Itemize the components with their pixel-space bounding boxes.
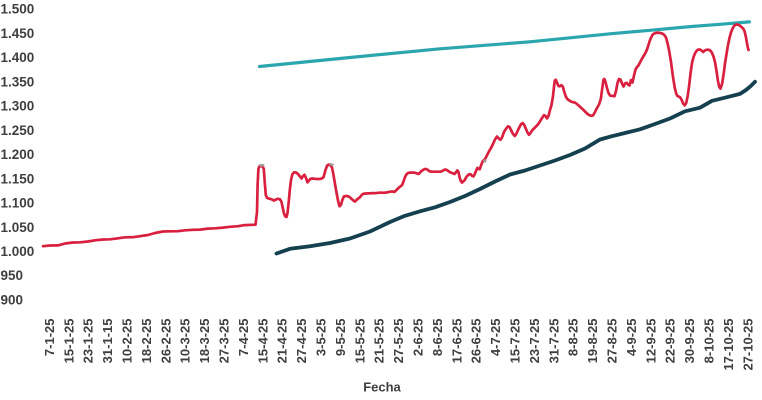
svg-text:17-10-25: 17-10-25: [721, 319, 736, 371]
svg-text:30-9-25: 30-9-25: [682, 319, 697, 364]
svg-text:26-6-25: 26-6-25: [469, 319, 484, 364]
svg-text:23-7-25: 23-7-25: [527, 319, 542, 364]
svg-text:900: 900: [1, 293, 24, 308]
svg-text:1.350: 1.350: [1, 74, 35, 89]
svg-text:1.450: 1.450: [1, 26, 35, 41]
svg-text:8-6-25: 8-6-25: [430, 319, 445, 357]
svg-text:8-8-25: 8-8-25: [566, 319, 581, 357]
svg-text:15-1-25: 15-1-25: [61, 319, 76, 364]
svg-text:Fecha: Fecha: [363, 380, 401, 395]
svg-text:12-9-25: 12-9-25: [643, 319, 658, 364]
svg-text:4-9-25: 4-9-25: [624, 319, 639, 357]
svg-text:1.100: 1.100: [1, 196, 35, 211]
svg-text:31-1-15: 31-1-15: [100, 319, 115, 364]
svg-text:2-6-25: 2-6-25: [411, 319, 426, 357]
svg-text:1.200: 1.200: [1, 147, 35, 162]
svg-text:7-1-25: 7-1-25: [42, 319, 57, 357]
svg-text:1.150: 1.150: [1, 171, 35, 186]
svg-text:950: 950: [1, 268, 24, 283]
svg-text:27-5-25: 27-5-25: [391, 319, 406, 364]
svg-text:3-5-25: 3-5-25: [314, 319, 329, 357]
svg-text:10-2-25: 10-2-25: [120, 319, 135, 364]
svg-text:1.500: 1.500: [1, 2, 35, 17]
svg-text:7-4-25: 7-4-25: [236, 319, 251, 357]
svg-text:1.000: 1.000: [1, 244, 35, 259]
svg-text:31-7-25: 31-7-25: [546, 319, 561, 364]
svg-text:27-4-25: 27-4-25: [294, 319, 309, 364]
svg-text:22-9-25: 22-9-25: [663, 319, 678, 364]
svg-text:27-8-25: 27-8-25: [605, 319, 620, 364]
svg-text:21-4-25: 21-4-25: [275, 319, 290, 364]
svg-text:17-6-25: 17-6-25: [449, 319, 464, 364]
svg-text:18-3-25: 18-3-25: [197, 319, 212, 364]
svg-text:27-10-25: 27-10-25: [740, 319, 755, 371]
svg-text:10-3-25: 10-3-25: [178, 319, 193, 364]
svg-text:23-1-25: 23-1-25: [81, 319, 96, 364]
svg-text:1.250: 1.250: [1, 123, 35, 138]
svg-text:21-5-25: 21-5-25: [372, 319, 387, 364]
svg-text:27-3-25: 27-3-25: [217, 319, 232, 364]
svg-text:9-5-25: 9-5-25: [333, 319, 348, 357]
svg-text:4-7-25: 4-7-25: [488, 319, 503, 357]
svg-text:15-5-25: 15-5-25: [352, 319, 367, 364]
svg-text:15-7-25: 15-7-25: [508, 319, 523, 364]
svg-text:15-4-25: 15-4-25: [255, 319, 270, 364]
svg-text:1.400: 1.400: [1, 50, 35, 65]
svg-text:26-2-25: 26-2-25: [158, 319, 173, 364]
svg-text:19-8-25: 19-8-25: [585, 319, 600, 364]
svg-text:1.300: 1.300: [1, 99, 35, 114]
svg-text:18-2-25: 18-2-25: [139, 319, 154, 364]
svg-text:1.050: 1.050: [1, 220, 35, 235]
svg-text:8-10-25: 8-10-25: [702, 319, 717, 364]
